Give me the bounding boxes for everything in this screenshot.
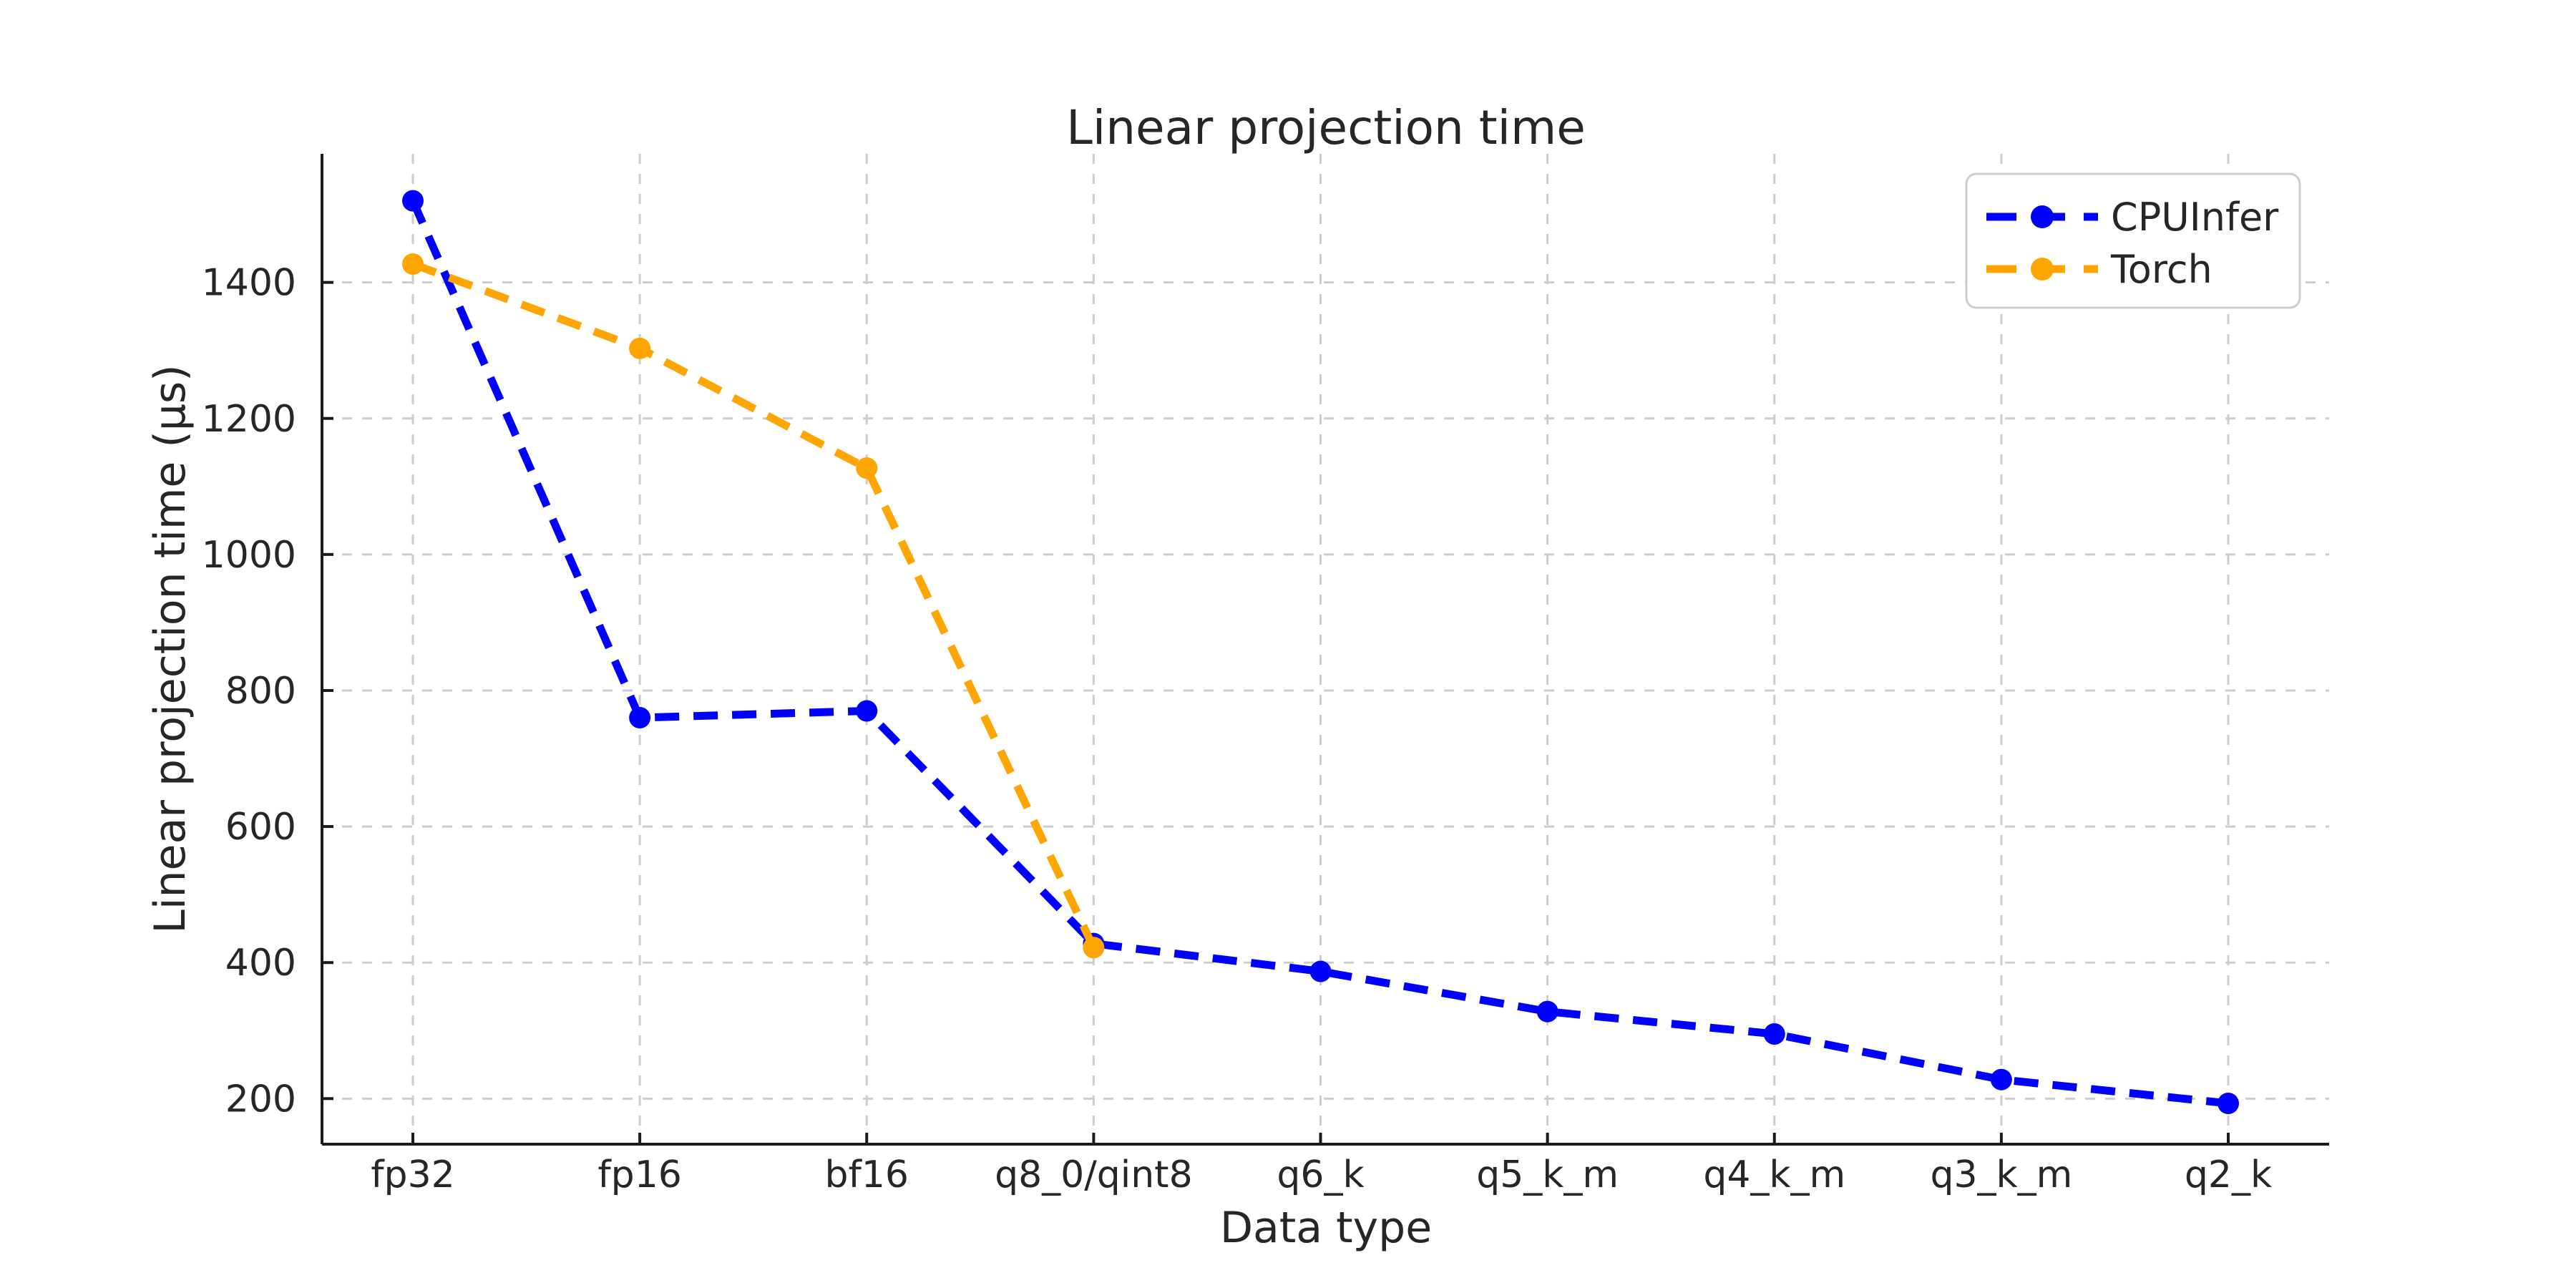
x-tick-label-q3-k-m: q3_k_m — [1930, 1153, 2072, 1196]
x-tick-label-q5-k-m: q5_k_m — [1476, 1153, 1619, 1196]
data-point-torch-fp16 — [629, 337, 651, 359]
axes-layer: 200 400 600 800 1000 1200 1400 fp32 fp16 bf16 q8_0… — [202, 154, 2329, 1196]
series-line-torch — [411, 260, 1098, 950]
legend-item-cpuinfer: CPUInfer — [1986, 195, 2279, 240]
legend-item-torch: Torch — [1986, 247, 2212, 292]
chart-title: Linear projection time — [1066, 100, 1586, 155]
series-layer — [402, 190, 2239, 1114]
y-tick-label-200: 200 — [225, 1078, 296, 1121]
data-point-cpuinfer-q2-k — [2218, 1092, 2239, 1114]
x-tick-label-fp16: fp16 — [597, 1153, 681, 1196]
data-point-cpuinfer-fp16 — [629, 707, 651, 729]
y-tick-label-600: 600 — [225, 806, 296, 849]
data-point-cpuinfer-q3-k-m — [1990, 1068, 2012, 1091]
data-point-cpuinfer-bf16 — [856, 700, 878, 722]
legend-marker-cpuinfer — [2031, 205, 2054, 228]
x-tick-label-bf16: bf16 — [825, 1153, 909, 1196]
x-axis-label: Data type — [1220, 1203, 1432, 1253]
x-tick-label-q6-k: q6_k — [1277, 1153, 1364, 1196]
x-tick-label-q4-k-m: q4_k_m — [1703, 1153, 1845, 1196]
data-point-cpuinfer-q6-k — [1309, 960, 1332, 982]
y-tick-label-1400: 1400 — [202, 262, 296, 305]
y-tick-label-1000: 1000 — [202, 534, 296, 577]
legend-marker-torch — [2031, 258, 2054, 280]
y-tick-label-800: 800 — [225, 670, 296, 713]
y-axis-label: Linear projection time (μs) — [145, 364, 195, 933]
legend-label-torch: Torch — [2110, 247, 2212, 292]
data-point-torch-fp32 — [402, 253, 424, 275]
x-tick-label-q2-k: q2_k — [2185, 1153, 2272, 1196]
data-point-cpuinfer-fp32 — [402, 190, 424, 212]
legend-label-cpuinfer: CPUInfer — [2111, 195, 2279, 240]
y-tick-label-400: 400 — [225, 942, 296, 985]
series-line-cpuinfer — [409, 199, 2229, 1108]
x-tick-label-fp32: fp32 — [371, 1153, 454, 1196]
data-point-torch-bf16 — [856, 457, 878, 479]
data-point-cpuinfer-q4-k-m — [1763, 1023, 1785, 1045]
data-point-cpuinfer-q5-k-m — [1536, 1000, 1558, 1023]
data-point-torch-q8-0-qint8 — [1083, 937, 1105, 959]
x-tick-label-q8-0-qint8: q8_0/qint8 — [995, 1153, 1193, 1196]
legend: CPUInfer Torch — [1965, 172, 2301, 309]
y-tick-label-1200: 1200 — [202, 398, 296, 441]
